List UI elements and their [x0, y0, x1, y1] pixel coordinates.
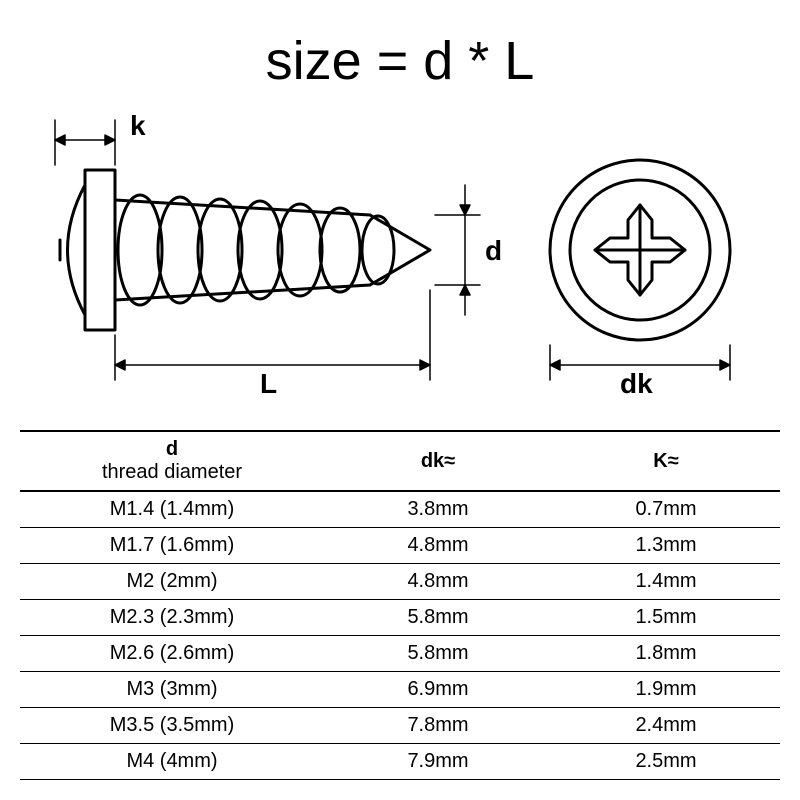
- table-cell: 6.9mm: [324, 672, 552, 708]
- table-row: M3 (3mm)6.9mm1.9mm: [20, 672, 780, 708]
- table-cell: 4.8mm: [324, 528, 552, 564]
- label-k: k: [130, 110, 146, 142]
- table-cell: 4.8mm: [324, 564, 552, 600]
- table-row: M2.6 (2.6mm)5.8mm1.8mm: [20, 636, 780, 672]
- table-body: M1.4 (1.4mm)3.8mm0.7mmM1.7 (1.6mm)4.8mm1…: [20, 491, 780, 780]
- table-row: M2 (2mm)4.8mm1.4mm: [20, 564, 780, 600]
- screw-diagram: k d L dk: [0, 110, 800, 420]
- size-formula: size = d * L: [0, 30, 800, 92]
- table-cell: M2.6 (2.6mm): [20, 636, 324, 672]
- screw-svg: [0, 110, 800, 420]
- table-row: M1.4 (1.4mm)3.8mm0.7mm: [20, 491, 780, 528]
- table-cell: M4 (4mm): [20, 744, 324, 780]
- table-cell: 7.9mm: [324, 744, 552, 780]
- table-cell: M2.3 (2.3mm): [20, 600, 324, 636]
- label-dk: dk: [620, 368, 653, 400]
- table-row: M1.7 (1.6mm)4.8mm1.3mm: [20, 528, 780, 564]
- table-header: d thread diameter dk≈ K≈: [20, 431, 780, 491]
- table-cell: 5.8mm: [324, 600, 552, 636]
- table-row: M3.5 (3.5mm)7.8mm2.4mm: [20, 708, 780, 744]
- table-cell: M1.7 (1.6mm): [20, 528, 324, 564]
- table-cell: 2.5mm: [552, 744, 780, 780]
- table-cell: 0.7mm: [552, 491, 780, 528]
- table-cell: M1.4 (1.4mm): [20, 491, 324, 528]
- table-cell: 2.4mm: [552, 708, 780, 744]
- table-cell: M3.5 (3.5mm): [20, 708, 324, 744]
- dimensions-table: d thread diameter dk≈ K≈ M1.4 (1.4mm)3.8…: [20, 430, 780, 780]
- col-header-K: K≈: [552, 431, 780, 491]
- col-header-dk: dk≈: [324, 431, 552, 491]
- table-cell: M2 (2mm): [20, 564, 324, 600]
- table-row: M4 (4mm)7.9mm2.5mm: [20, 744, 780, 780]
- col-header-d: d thread diameter: [20, 431, 324, 491]
- table-cell: 1.3mm: [552, 528, 780, 564]
- table-cell: 5.8mm: [324, 636, 552, 672]
- table-cell: 1.8mm: [552, 636, 780, 672]
- label-d: d: [485, 235, 502, 267]
- table-cell: 1.5mm: [552, 600, 780, 636]
- table-cell: 1.9mm: [552, 672, 780, 708]
- table-cell: 7.8mm: [324, 708, 552, 744]
- table-cell: 3.8mm: [324, 491, 552, 528]
- label-L: L: [260, 368, 277, 400]
- table-cell: 1.4mm: [552, 564, 780, 600]
- table-cell: M3 (3mm): [20, 672, 324, 708]
- table-row: M2.3 (2.3mm)5.8mm1.5mm: [20, 600, 780, 636]
